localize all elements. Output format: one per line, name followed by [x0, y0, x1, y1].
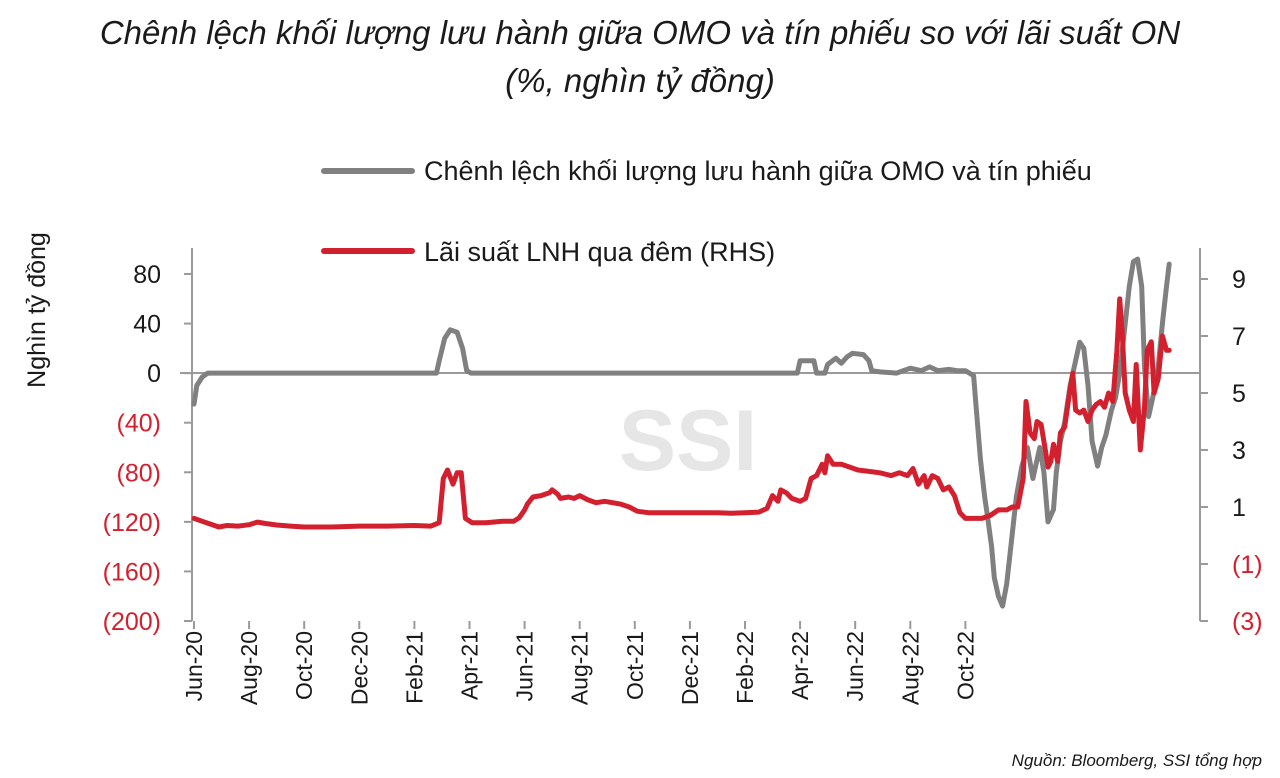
- x-tick-label: Jun-21: [512, 631, 538, 701]
- left-tick-label: 80: [133, 261, 161, 289]
- right-tick-label: (1): [1232, 551, 1263, 579]
- right-tick-label: 9: [1232, 266, 1246, 294]
- x-tick-label: Aug-22: [897, 631, 923, 705]
- x-tick-label: Jun-22: [842, 631, 868, 701]
- x-tick-label: Aug-21: [567, 631, 593, 705]
- series-line-rate: [191, 296, 1172, 530]
- right-tick-label: (3): [1232, 608, 1263, 636]
- right-tick-label: 1: [1232, 494, 1246, 522]
- right-tick-label: 3: [1232, 437, 1246, 465]
- x-tick-label: Feb-22: [732, 631, 758, 704]
- x-tick-label: Aug-20: [236, 631, 262, 705]
- chart-subtitle: (%, nghìn tỷ đồng): [505, 62, 775, 99]
- watermark-text: SSI: [619, 393, 758, 489]
- legend: Chênh lệch khối lượng lưu hành giữa OMO …: [321, 156, 1092, 267]
- x-tick-label: Apr-21: [456, 631, 482, 700]
- x-tick-label: Oct-21: [622, 631, 648, 700]
- series-line-gap: [191, 256, 1172, 609]
- left-tick-label: (40): [117, 410, 161, 438]
- x-tick-label: Dec-20: [346, 631, 372, 705]
- source-note: Nguồn: Bloomberg, SSI tổng hợp: [1012, 751, 1262, 770]
- legend-label-rate: Lãi suất LNH qua đêm (RHS): [424, 237, 775, 267]
- right-tick-label: 5: [1232, 380, 1246, 408]
- x-tick-label: Jun-20: [181, 631, 207, 701]
- y-axis-label-left: Nghìn tỷ đồng: [23, 232, 51, 388]
- x-tick-label: Feb-21: [401, 631, 427, 704]
- left-tick-label: (200): [103, 608, 161, 636]
- left-tick-label: (120): [103, 509, 161, 537]
- x-tick-label: Oct-22: [952, 631, 978, 700]
- x-tick-label: Dec-21: [677, 631, 703, 705]
- left-tick-label: 40: [133, 311, 161, 339]
- left-tick-label: (80): [117, 459, 161, 487]
- x-tick-label: Oct-20: [291, 631, 317, 700]
- x-tick-label: Apr-22: [787, 631, 813, 700]
- left-tick-label: 0: [147, 360, 161, 388]
- right-tick-label: 7: [1232, 323, 1246, 351]
- left-tick-label: (160): [103, 558, 161, 586]
- legend-label-gap: Chênh lệch khối lượng lưu hành giữa OMO …: [424, 156, 1092, 186]
- chart-title: Chênh lệch khối lượng lưu hành giữa OMO …: [99, 14, 1181, 51]
